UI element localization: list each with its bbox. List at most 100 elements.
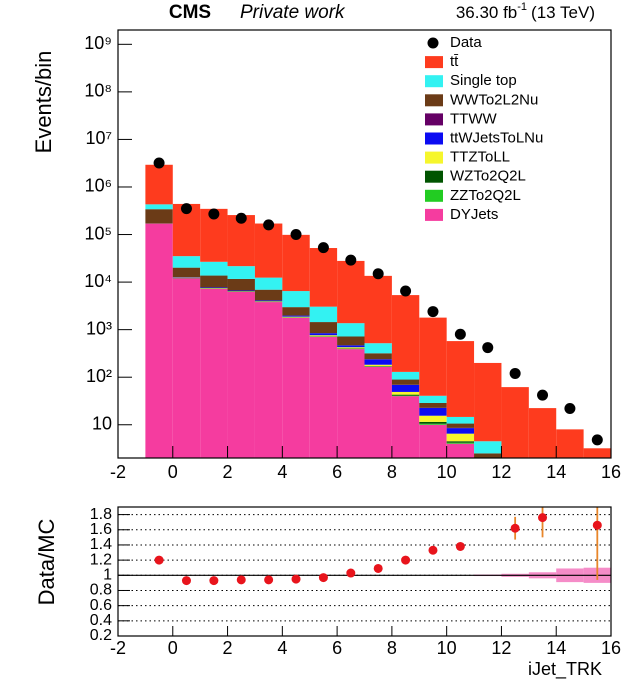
y-tick-label: 10⁹ <box>84 33 112 53</box>
plot-frame <box>117 29 612 459</box>
y-tick-label: 10³ <box>86 318 112 338</box>
x-tick-label: 12 <box>491 638 511 658</box>
data-point <box>235 212 247 224</box>
histogram-bar <box>419 415 447 422</box>
legend-label: ZZTo2Q2L <box>450 187 521 204</box>
ratio-point <box>455 541 465 551</box>
data-point <box>482 342 494 354</box>
histogram-bar <box>282 307 310 316</box>
data-point <box>372 268 384 280</box>
ratio-point <box>538 513 548 523</box>
y-tick-label: 1.2 <box>90 551 112 568</box>
ratio-point <box>428 545 438 555</box>
histogram-bar <box>282 291 310 308</box>
ratio-point <box>181 576 191 586</box>
legend-label: Data <box>450 34 482 51</box>
histogram-bar <box>419 421 447 424</box>
histogram-bar <box>391 391 420 395</box>
axes: -2 0 2 4 6 8 10 12 14 161010²10³10⁴10⁵10⁶10⁷10⁸10… <box>84 29 621 658</box>
ratio-area <box>118 507 611 636</box>
x-tick-label: 4 <box>277 462 287 482</box>
data-point <box>263 219 275 231</box>
data-point <box>591 434 603 446</box>
histogram-bar <box>172 256 201 268</box>
y-tick-label: 10⁸ <box>84 81 112 101</box>
x-tick-label: -2 <box>110 638 126 658</box>
data-point <box>537 389 549 401</box>
histogram-bar <box>337 345 365 348</box>
legend-label: WWTo2L2Nu <box>450 91 538 108</box>
ratio-frame <box>117 506 612 637</box>
ratio-point <box>510 523 520 533</box>
y-tick-label: 1.6 <box>90 521 112 538</box>
histogram-bar <box>391 394 420 396</box>
data-point <box>345 254 357 266</box>
lumi-text: 36.30 fb <box>456 3 517 22</box>
histogram-bar <box>446 428 475 434</box>
y-tick-label: 10⁵ <box>85 223 112 243</box>
histogram-bar <box>200 288 228 458</box>
x-tick-label: 6 <box>332 462 342 482</box>
energy-text: (13 TeV) <box>531 3 595 22</box>
x-tick-label: 14 <box>546 638 566 658</box>
x-tick-label: 10 <box>437 638 457 658</box>
histogram-bar <box>446 423 475 428</box>
histogram-bar <box>172 267 201 278</box>
histogram-bar <box>145 204 173 210</box>
y-tick-label: 1.4 <box>90 536 112 553</box>
histogram-bar <box>227 266 255 279</box>
histogram-bar <box>309 306 338 323</box>
legend-swatch <box>425 170 443 183</box>
y-tick-label: 10⁴ <box>84 271 112 291</box>
histogram-bar <box>391 384 420 392</box>
data-point <box>290 229 302 241</box>
ratio-point <box>264 575 274 585</box>
x-tick-label: 6 <box>332 638 342 658</box>
histogram-bar <box>337 336 365 346</box>
data-point <box>400 285 412 297</box>
histogram-bar <box>309 333 338 336</box>
data-point <box>208 208 220 220</box>
y-tick-label: 10 <box>92 414 112 434</box>
histogram-bar <box>309 322 338 334</box>
legend-label: ttWJetsToLNu <box>450 129 543 146</box>
y-tick-label: 0.6 <box>90 597 112 614</box>
histogram-bar <box>446 341 475 417</box>
histogram-bar <box>254 289 283 301</box>
y-tick-label: 0.8 <box>90 582 112 599</box>
x-tick-label: 12 <box>491 462 511 482</box>
data-point <box>317 242 329 254</box>
histogram-bar <box>364 366 392 458</box>
data-point <box>509 367 521 379</box>
title: CMS <box>169 2 211 23</box>
histogram-bar <box>309 335 338 337</box>
legend-label: TTZToLL <box>450 149 510 166</box>
y-tick-label: 0.4 <box>90 612 112 629</box>
legend-label: Single top <box>450 72 517 89</box>
histogram-bar <box>501 487 528 498</box>
histogram-bar <box>200 261 228 276</box>
ratio-point <box>401 555 411 565</box>
histogram-bar <box>282 317 310 458</box>
histogram-bar <box>254 277 283 290</box>
legend-label: tt̄ <box>450 53 459 70</box>
histogram-bar <box>364 353 392 360</box>
legend-marker <box>427 37 439 49</box>
histogram-bar <box>501 387 529 458</box>
histogram-bar <box>364 364 392 367</box>
histogram-bar <box>474 453 502 458</box>
x-tick-label: 8 <box>387 462 397 482</box>
histogram-bar <box>419 424 447 458</box>
y-tick-label: 10² <box>86 366 112 386</box>
ratio-point <box>346 568 356 578</box>
legend-swatch <box>425 113 443 126</box>
histogram-bar <box>474 362 502 442</box>
histogram-bar <box>419 317 447 396</box>
subtitle: Private work <box>240 2 346 23</box>
legend-swatch <box>425 151 443 164</box>
histogram-bar <box>227 278 255 291</box>
x-tick-label: 16 <box>601 462 621 482</box>
ratio-point <box>373 563 383 573</box>
data-point <box>180 203 192 215</box>
